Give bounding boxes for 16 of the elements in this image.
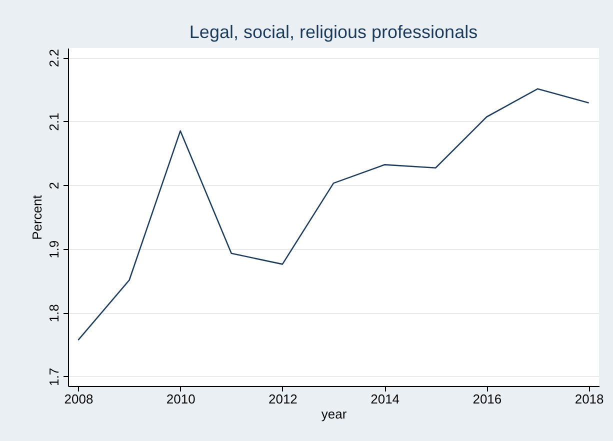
x-tick-label: 2010: [166, 392, 196, 406]
y-tick-label: 1.8: [46, 304, 62, 322]
y-tick-label: 2.2: [46, 49, 62, 68]
x-tick-label: 2014: [370, 392, 400, 406]
x-axis-title: year: [321, 406, 348, 422]
chart-title: Legal, social, religious professionals: [189, 22, 478, 42]
x-tick-label: 2018: [574, 392, 604, 406]
y-tick-label: 1.7: [46, 368, 62, 386]
y-tick-label: 2.1: [46, 112, 62, 131]
x-tick-label: 2016: [472, 392, 502, 406]
y-tick-label: 1.9: [46, 240, 62, 258]
x-tick-label: 2008: [64, 392, 94, 406]
line-series: [78, 88, 590, 341]
y-tick-label: 2: [46, 182, 62, 190]
x-tick-label: 2012: [268, 392, 298, 406]
y-axis-title: Percent: [30, 194, 44, 240]
